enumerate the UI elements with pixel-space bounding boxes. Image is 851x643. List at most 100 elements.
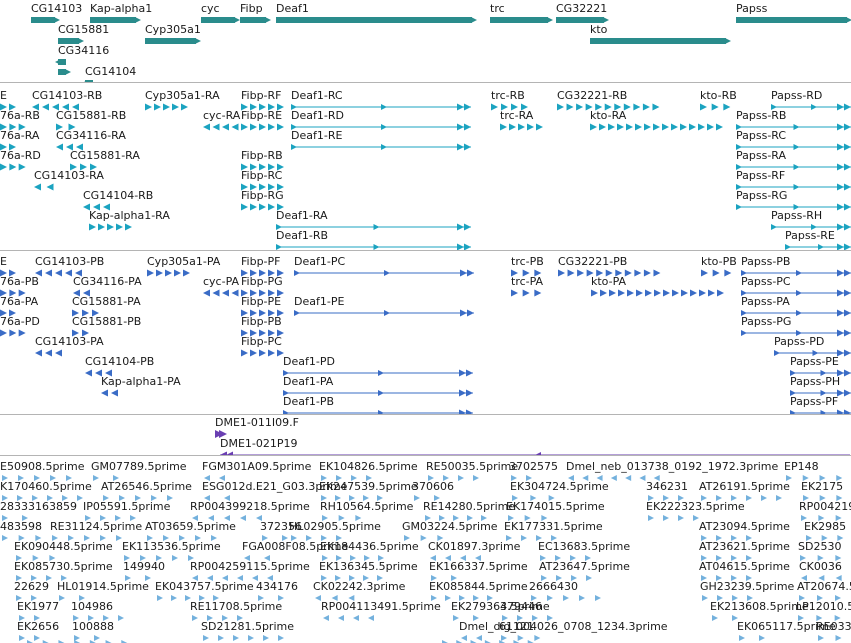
est-hl02905-5prime-label[interactable]: HL02905.5prime (289, 520, 381, 533)
papss-rb-glyph[interactable] (736, 122, 851, 132)
kto-pa-glyph[interactable] (591, 288, 734, 298)
est-re03379-5prime-glyph[interactable] (816, 633, 851, 643)
est-hl01914-5prime-glyph[interactable] (57, 593, 105, 603)
kto-pb-glyph[interactable] (701, 268, 744, 278)
est-22629-glyph[interactable] (14, 593, 52, 603)
trc-ra-label[interactable]: trc-RA (500, 109, 534, 122)
papss-ra-label[interactable]: Papss-RA (736, 149, 787, 162)
deaf1-pc-glyph[interactable] (294, 268, 482, 278)
est-372356-label[interactable]: 372356 (260, 520, 302, 533)
fibp-glyph[interactable] (240, 15, 278, 25)
cg15881-pb-glyph[interactable] (72, 328, 100, 338)
est-ek2175-glyph[interactable] (801, 493, 851, 503)
est-ek136345-5prime-label[interactable]: EK136345.5prime (319, 560, 418, 573)
est-rp004399218-5prime-label[interactable]: RP004399218.5prime (190, 500, 310, 513)
trc-ra-glyph[interactable] (500, 122, 553, 132)
est-372356-glyph[interactable] (260, 533, 308, 543)
cg32221-rb-label[interactable]: CG32221-RB (557, 89, 628, 102)
fibp-pe-glyph[interactable] (241, 308, 294, 318)
76a-pd-glyph[interactable] (0, 328, 36, 338)
deaf1-pa-glyph[interactable] (283, 388, 481, 398)
fibp-re-glyph[interactable] (241, 122, 294, 132)
papss-pa-label[interactable]: Papss-PA (741, 295, 790, 308)
est-gm03224-5prime-glyph[interactable] (402, 533, 460, 543)
est-at23621-5prime-glyph[interactable] (699, 553, 767, 563)
est-at20674-5prime-glyph[interactable] (797, 593, 851, 603)
est-ek2985-glyph[interactable] (804, 533, 851, 543)
est-at23621-5prime-label[interactable]: AT23621.5prime (699, 540, 790, 553)
est-rp004113491-5prime-glyph[interactable] (321, 613, 389, 623)
est-2666430-glyph[interactable] (529, 593, 617, 603)
cg15881-pb-label[interactable]: CG15881-PB (72, 315, 142, 328)
est-ek304724-5prime-label[interactable]: EK304724.5prime (510, 480, 609, 493)
cg34116-glyph[interactable] (55, 57, 78, 67)
est-ek043757-5prime-label[interactable]: EK043757.5prime (155, 580, 254, 593)
est-ek222323-5prime-glyph[interactable] (646, 513, 714, 523)
dme1-021p19-label[interactable]: DME1-021P19 (220, 437, 298, 450)
e-label[interactable]: E (0, 89, 7, 102)
est-at23647-5prime-glyph[interactable] (539, 573, 607, 583)
est-gm07789-5prime-glyph[interactable] (91, 473, 139, 483)
est-346231-glyph[interactable] (646, 493, 699, 503)
papss-rc-label[interactable]: Papss-RC (736, 129, 787, 142)
est-e50908-5prime-label[interactable]: E50908.5prime (0, 460, 85, 473)
est-ek090448-5prime-label[interactable]: EK090448.5prime (14, 540, 113, 553)
est-ek166337-5prime-label[interactable]: EK166337.5prime (429, 560, 528, 573)
deaf1-pb-label[interactable]: Deaf1-PB (283, 395, 334, 408)
cyp305a1-ra-glyph[interactable] (145, 102, 198, 112)
fibp-pf-glyph[interactable] (241, 268, 294, 278)
deaf1-pa-label[interactable]: Deaf1-PA (283, 375, 334, 388)
kto-pb-label[interactable]: kto-PB (701, 255, 737, 268)
76a-ra-glyph[interactable] (0, 142, 26, 152)
est-2666430-label[interactable]: 2666430 (529, 580, 578, 593)
est-ek166337-5prime-glyph[interactable] (429, 573, 477, 583)
cg14103-ra-label[interactable]: CG14103-RA (34, 169, 104, 182)
fibp-re-label[interactable]: Fibp-RE (241, 109, 283, 122)
papss-rc-glyph[interactable] (736, 142, 851, 152)
cg14103-pa-glyph[interactable] (35, 348, 73, 358)
est-ek2985-label[interactable]: EK2985 (804, 520, 847, 533)
cg32221-rb-glyph[interactable] (557, 102, 670, 112)
cg15881-pa-glyph[interactable] (72, 308, 110, 318)
dme1-011i09-f-label[interactable]: DME1-011I09.F (215, 416, 299, 429)
cg32221-label[interactable]: CG32221 (556, 2, 608, 15)
est-ec13683-5prime-label[interactable]: EC13683.5prime (538, 540, 631, 553)
e-label[interactable]: E (0, 255, 7, 268)
est-ek304724-5prime-glyph[interactable] (510, 493, 573, 503)
kap-alpha1-ra-label[interactable]: Kap-alpha1-RA (89, 209, 170, 222)
est-ck0036-label[interactable]: CK0036 (799, 560, 842, 573)
est-149940-glyph[interactable] (123, 573, 171, 583)
cg15881-ra-label[interactable]: CG15881-RA (70, 149, 140, 162)
trc-rb-glyph[interactable] (491, 102, 539, 112)
est-gm07789-5prime-label[interactable]: GM07789.5prime (91, 460, 187, 473)
est-ek085844-5prime-glyph[interactable] (429, 593, 507, 603)
cg34116-ra-label[interactable]: CG34116-RA (56, 129, 126, 142)
est-at26191-5prime-glyph[interactable] (699, 493, 797, 503)
cyp305a1-glyph[interactable] (145, 36, 208, 46)
est-3702575-glyph[interactable] (509, 473, 547, 483)
trc-pb-glyph[interactable] (511, 268, 554, 278)
est-re14280-5prime-label[interactable]: RE14280.5prime (423, 500, 516, 513)
fibp-rf-label[interactable]: Fibp-RF (241, 89, 282, 102)
papss-rh-glyph[interactable] (771, 222, 851, 232)
deaf1-pb-glyph[interactable] (283, 408, 481, 414)
est-sd21281-5prime-label[interactable]: SD21281.5prime (201, 620, 294, 633)
est-ek104826-5prime-glyph[interactable] (319, 473, 387, 483)
cyp305a1-pa-glyph[interactable] (147, 268, 200, 278)
trc-pa-label[interactable]: trc-PA (511, 275, 544, 288)
papss-rd-glyph[interactable] (771, 102, 851, 112)
cg15881-ra-glyph[interactable] (70, 162, 108, 172)
est-esg012d-e21-g03-3prime-label[interactable]: ESG012d.E21_G03.3prime (202, 480, 348, 493)
cg14103-label[interactable]: CG14103 (31, 2, 83, 15)
fibp-pb-label[interactable]: Fibp-PB (241, 315, 282, 328)
est-ec13683-5prime-glyph[interactable] (538, 553, 606, 563)
cg14103-glyph[interactable] (31, 15, 67, 25)
est-hl01914-5prime-label[interactable]: HL01914.5prime (57, 580, 149, 593)
fibp-rf-glyph[interactable] (241, 102, 294, 112)
papss-pf-label[interactable]: Papss-PF (790, 395, 839, 408)
est-re14280-5prime-glyph[interactable] (423, 513, 501, 523)
cg34116-pa-label[interactable]: CG34116-PA (73, 275, 142, 288)
cg15881-label[interactable]: CG15881 (58, 23, 110, 36)
est-ek177331-5prime-label[interactable]: EK177331.5prime (504, 520, 603, 533)
est-at23094-5prime-label[interactable]: AT23094.5prime (699, 520, 790, 533)
